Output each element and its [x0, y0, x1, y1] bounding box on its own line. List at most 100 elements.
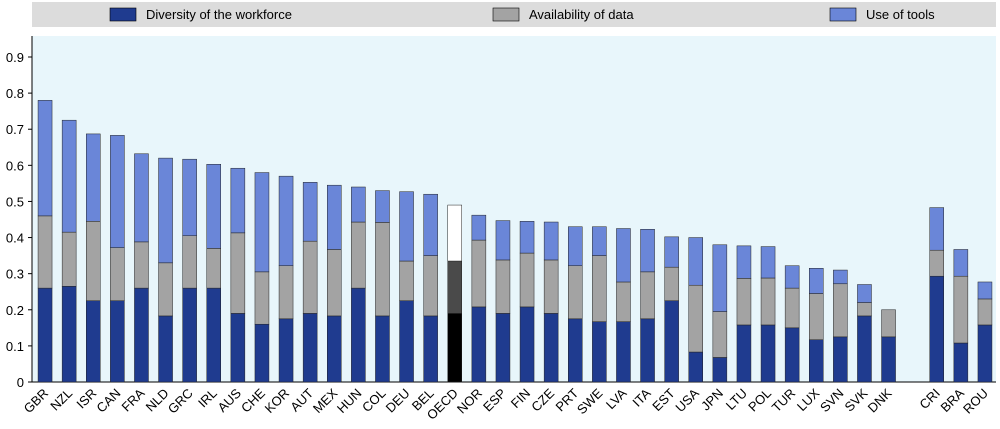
legend-swatch: [109, 7, 137, 22]
bar-segment: [784, 265, 800, 289]
x-tick-label: LUX: [794, 385, 823, 414]
bar-segment: [182, 235, 197, 289]
x-tick-label: ROU: [960, 386, 991, 417]
legend-label: Diversity of the workforce: [146, 7, 292, 22]
x-tick-label: HUN: [334, 386, 365, 417]
bar-segment: [134, 153, 149, 243]
bar-segment: [399, 260, 414, 301]
bar-segment: [712, 357, 728, 383]
bar-segment: [640, 271, 655, 320]
bar-segment: [640, 318, 655, 383]
y-tick-label: 0.8: [6, 86, 24, 101]
bar-segment: [953, 249, 969, 277]
x-tick-label: POL: [745, 386, 774, 415]
bar-segment: [423, 193, 438, 256]
bar-segment: [471, 306, 487, 383]
bar-segment: [809, 268, 824, 294]
bar-segment: [929, 249, 944, 277]
bar-segment: [977, 324, 993, 383]
bar-segment: [302, 240, 318, 314]
bar-segment: [158, 315, 173, 383]
bar-segment: [568, 265, 583, 320]
bar-segment: [977, 281, 993, 300]
bar-segment: [351, 287, 366, 383]
x-tick-label: MEX: [310, 385, 341, 416]
bar-segment: [110, 247, 125, 302]
bar-segment: [712, 311, 728, 358]
bar-segment: [688, 237, 703, 286]
bar-segment: [471, 239, 487, 308]
x-tick-label: NLD: [143, 386, 172, 415]
bar-segment: [206, 164, 221, 249]
bar-segment: [134, 241, 149, 289]
bar-segment: [977, 298, 993, 326]
x-tick-label: BRA: [937, 385, 967, 415]
bar-segment: [833, 283, 848, 338]
bar-segment: [784, 327, 800, 383]
legend-swatch: [829, 7, 857, 22]
bar-segment: [760, 277, 776, 326]
bar-segment: [375, 190, 390, 223]
x-tick-label: AUT: [287, 385, 316, 414]
bar-segment: [447, 204, 462, 262]
bar-segment: [809, 293, 824, 340]
bar-segment: [86, 300, 101, 383]
y-tick-label: 0.1: [6, 339, 24, 354]
bar-segment: [61, 286, 77, 383]
bar-segment: [327, 249, 342, 317]
bar-segment: [182, 158, 197, 236]
bar-segment: [254, 271, 270, 325]
bar-segment: [230, 167, 246, 234]
y-tick-label: 0.3: [6, 267, 24, 282]
bar-segment: [182, 287, 197, 383]
bar-segment: [688, 351, 703, 383]
bar-segment: [736, 278, 752, 326]
legend-swatch: [492, 7, 520, 22]
x-tick-label: KOR: [262, 386, 293, 417]
x-tick-label: LVA: [603, 385, 630, 412]
bar-segment: [471, 214, 487, 241]
y-tick-label: 0.7: [6, 122, 24, 137]
y-tick-label: 0.5: [6, 194, 24, 209]
bar-segment: [230, 313, 246, 383]
x-tick-label: ITA: [629, 385, 653, 409]
x-tick-label: TUR: [769, 386, 798, 415]
x-tick-label: JPN: [698, 386, 726, 414]
bar-segment: [664, 236, 679, 268]
bar-segment: [399, 191, 414, 262]
bar-segment: [833, 336, 848, 383]
x-tick-label: NOR: [454, 386, 485, 417]
bar-segment: [616, 281, 631, 322]
bar-segment: [327, 315, 342, 383]
bar-segment: [592, 226, 607, 256]
bar-segment: [664, 266, 679, 301]
y-tick-label: 0.9: [6, 50, 24, 65]
x-tick-label: CZE: [528, 385, 557, 414]
x-tick-label: FRA: [119, 385, 148, 414]
bar-segment: [857, 284, 872, 303]
bar-segment: [543, 259, 559, 314]
bar-segment: [809, 339, 824, 383]
bar-segment: [543, 313, 559, 383]
x-tick-label: CHE: [238, 385, 268, 415]
bar-segment: [206, 248, 221, 289]
bar-segment: [447, 260, 462, 314]
x-tick-label: CAN: [93, 386, 123, 416]
bar-segment: [61, 231, 77, 287]
x-tick-label: CRI: [916, 386, 942, 412]
bar-segment: [929, 207, 944, 251]
x-tick-label: GBR: [21, 386, 52, 417]
bar-segment: [206, 287, 221, 383]
legend-label: Use of tools: [866, 7, 935, 22]
x-tick-label: SVK: [842, 385, 871, 414]
bar-segment: [447, 313, 462, 383]
y-tick-label: 0.4: [6, 231, 24, 246]
bar-segment: [230, 232, 246, 314]
bar-segment: [568, 226, 583, 266]
bar-segment: [495, 259, 511, 314]
bar-segment: [423, 315, 438, 383]
bar-segment: [423, 255, 438, 317]
y-tick-label: 0: [17, 375, 24, 390]
bar-segment: [278, 318, 294, 383]
x-tick-label: USA: [672, 385, 702, 415]
